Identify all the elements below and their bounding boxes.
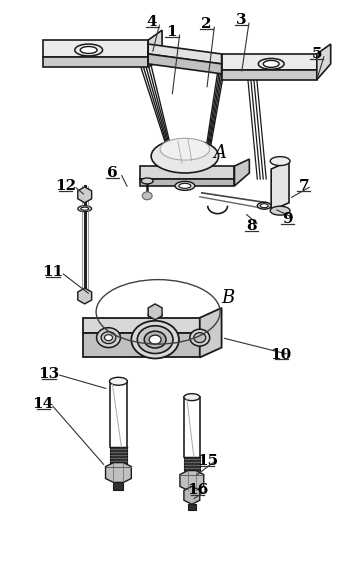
Ellipse shape	[75, 44, 103, 56]
Text: 11: 11	[42, 265, 64, 279]
Ellipse shape	[179, 183, 191, 188]
Ellipse shape	[144, 331, 166, 348]
Ellipse shape	[137, 326, 173, 353]
Text: 12: 12	[55, 179, 76, 193]
Ellipse shape	[109, 377, 127, 385]
Polygon shape	[148, 304, 162, 320]
Polygon shape	[222, 54, 317, 70]
Ellipse shape	[80, 46, 97, 53]
Polygon shape	[155, 47, 227, 67]
Polygon shape	[235, 159, 249, 186]
Text: 13: 13	[38, 367, 60, 382]
Text: 9: 9	[282, 211, 292, 225]
Polygon shape	[184, 487, 200, 504]
Text: 2: 2	[201, 17, 212, 31]
Ellipse shape	[160, 139, 210, 160]
Polygon shape	[83, 333, 200, 357]
Ellipse shape	[194, 333, 206, 343]
Polygon shape	[200, 308, 222, 357]
Polygon shape	[148, 50, 162, 67]
Ellipse shape	[258, 59, 284, 69]
Polygon shape	[222, 70, 317, 80]
Ellipse shape	[142, 192, 152, 200]
Text: 10: 10	[271, 348, 292, 362]
Text: 8: 8	[246, 218, 256, 232]
Polygon shape	[317, 44, 331, 80]
Polygon shape	[114, 483, 123, 490]
Text: 5: 5	[312, 47, 322, 61]
Ellipse shape	[257, 203, 271, 209]
Text: A: A	[213, 144, 226, 162]
Polygon shape	[43, 57, 148, 67]
Ellipse shape	[141, 178, 153, 184]
Ellipse shape	[105, 335, 113, 340]
Ellipse shape	[101, 332, 116, 343]
Ellipse shape	[96, 328, 120, 348]
Polygon shape	[140, 179, 235, 186]
Polygon shape	[188, 504, 196, 510]
Ellipse shape	[270, 206, 290, 215]
Ellipse shape	[263, 60, 279, 68]
Polygon shape	[148, 30, 162, 57]
Text: 16: 16	[187, 483, 208, 497]
Text: 7: 7	[299, 179, 309, 193]
Ellipse shape	[149, 335, 161, 344]
Ellipse shape	[260, 204, 268, 208]
Polygon shape	[148, 54, 222, 74]
Text: 14: 14	[32, 397, 54, 411]
Polygon shape	[271, 161, 289, 211]
Polygon shape	[78, 187, 92, 203]
Ellipse shape	[175, 181, 195, 190]
Polygon shape	[83, 318, 200, 333]
Polygon shape	[78, 288, 92, 304]
Polygon shape	[180, 471, 204, 490]
Polygon shape	[140, 166, 235, 179]
Ellipse shape	[270, 157, 290, 166]
Ellipse shape	[184, 394, 200, 400]
Ellipse shape	[148, 311, 162, 318]
Ellipse shape	[78, 205, 92, 212]
Text: 1: 1	[167, 25, 177, 39]
Text: B: B	[221, 289, 234, 307]
Ellipse shape	[131, 321, 179, 359]
Ellipse shape	[190, 329, 210, 346]
Polygon shape	[43, 40, 148, 57]
Polygon shape	[184, 457, 200, 474]
Ellipse shape	[81, 207, 89, 210]
Text: 6: 6	[107, 166, 118, 180]
Text: 3: 3	[236, 14, 247, 27]
Polygon shape	[106, 463, 131, 483]
Text: 15: 15	[197, 454, 218, 468]
Polygon shape	[148, 44, 222, 64]
Polygon shape	[109, 447, 127, 467]
Ellipse shape	[151, 139, 219, 173]
Text: 4: 4	[147, 15, 157, 29]
